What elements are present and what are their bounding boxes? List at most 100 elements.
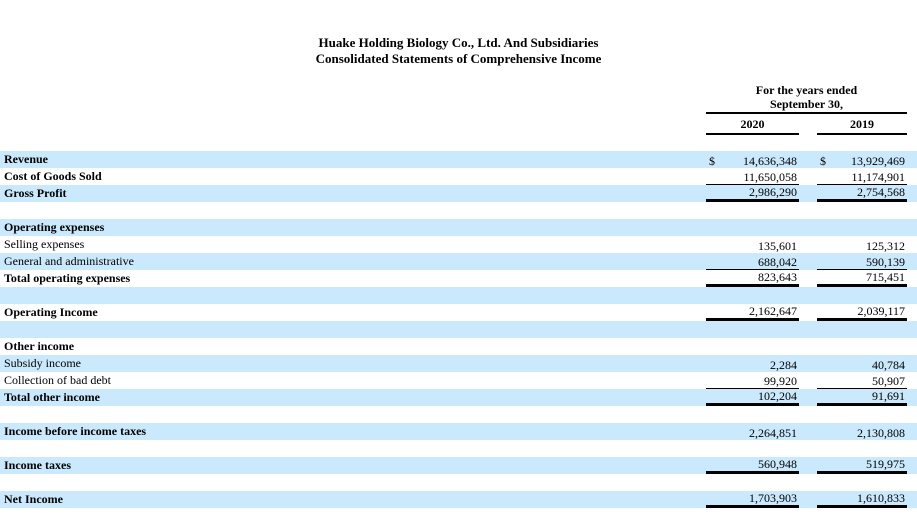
amount: 2,130,808: [857, 426, 905, 440]
value-column-2019: [817, 474, 907, 491]
row-label: Net Income: [4, 492, 63, 506]
amount: 13,929,469: [851, 154, 905, 168]
value-column-2019: 519,975: [817, 457, 907, 474]
value-column-2020: 2,264,851: [706, 423, 799, 440]
value-column-2019: [817, 219, 907, 236]
amount: 2,039,117: [857, 304, 905, 318]
value-column-2019: 11,174,901: [817, 168, 907, 185]
amount: 135,601: [758, 239, 797, 253]
period-header-line1: For the years ended: [755, 83, 858, 97]
value-cell-2020: [706, 407, 799, 423]
row-label: Operating Income: [4, 305, 98, 319]
row-label: General and administrative: [4, 254, 134, 268]
value-cell-2019: 2,039,117: [817, 305, 907, 321]
value-cell-2020: [706, 203, 799, 219]
amount: 2,162,647: [749, 304, 797, 318]
year-headers: 2020 2019: [706, 116, 907, 135]
table-row: Subsidy income 2,284 40,784: [0, 355, 917, 372]
value-column-2020: 2,986,290: [706, 185, 799, 202]
value-cell-2019: [817, 220, 907, 236]
spacer-row: [0, 287, 917, 304]
amount: 2,264,851: [749, 426, 797, 440]
table-row: Collection of bad debt 99,920 50,907: [0, 372, 917, 389]
row-label: Total other income: [4, 390, 100, 404]
table-row: Total other income 102,204 91,691: [0, 389, 917, 406]
value-column-2019: [817, 338, 907, 355]
value-column-2019: [817, 202, 907, 219]
value-column-2019: 91,691: [817, 389, 907, 406]
value-column-2020: [706, 287, 799, 304]
value-cell-2019: 91,691: [817, 390, 907, 406]
currency-symbol: $: [709, 154, 715, 168]
table-row: Revenue $14,636,348 $13,929,469: [0, 151, 917, 168]
value-column-2020: 688,042: [706, 253, 799, 270]
company-name: Huake Holding Biology Co., Ltd. And Subs…: [318, 35, 599, 50]
value-cell-2019: 590,139: [817, 254, 907, 270]
value-cell-2020: 688,042: [706, 254, 799, 270]
amount: 519,975: [866, 457, 905, 471]
value-column-2019: [817, 321, 907, 338]
value-column-2020: $14,636,348: [706, 151, 799, 168]
value-column-2020: [706, 321, 799, 338]
value-cell-2019: [817, 407, 907, 423]
amount: 125,312: [866, 239, 905, 253]
value-cell-2020: 11,650,058: [706, 169, 799, 185]
amount: 688,042: [758, 255, 797, 269]
table-row: Gross Profit 2,986,290 2,754,568: [0, 185, 917, 202]
value-column-2020: [706, 406, 799, 423]
column-gap: [799, 116, 817, 135]
amount: 102,204: [758, 389, 797, 403]
table-row: Net Income 1,703,903 1,610,833: [0, 491, 917, 508]
value-cell-2020: 2,284: [706, 356, 799, 372]
table-row: Income before income taxes 2,264,851 2,130…: [0, 423, 917, 440]
table-row: Cost of Goods Sold 11,650,058 11,174,901: [0, 168, 917, 185]
row-label: Other income: [4, 339, 75, 353]
value-column-2019: 590,139: [817, 253, 907, 270]
row-label: [0, 202, 706, 219]
table-row: Income taxes 560,948 519,975: [0, 457, 917, 474]
value-cell-2019: 519,975: [817, 458, 907, 474]
row-label: Income taxes: [4, 458, 71, 472]
value-cell-2019: [817, 203, 907, 219]
value-cell-2020: 560,948: [706, 458, 799, 474]
row-label: Total operating expenses: [4, 271, 131, 285]
row-label: [0, 440, 706, 457]
value-column-2019: [817, 440, 907, 457]
amount: 2,284: [770, 358, 797, 372]
value-cell-2019: [817, 339, 907, 355]
value-column-2020: [706, 338, 799, 355]
amount: 50,907: [872, 374, 905, 388]
amount: 14,636,348: [743, 154, 797, 168]
value-cell-2019: 125,312: [817, 237, 907, 253]
year-header-2019: 2019: [817, 116, 907, 135]
value-cell-2019: 1,610,833: [817, 492, 907, 508]
value-cell-2019: $13,929,469: [817, 152, 907, 168]
value-column-2020: 102,204: [706, 389, 799, 406]
spacer-row: [0, 440, 917, 457]
row-label: Income before income taxes: [4, 424, 147, 438]
value-column-2019: 2,754,568: [817, 185, 907, 202]
amount: 590,139: [866, 255, 905, 269]
value-cell-2019: [817, 322, 907, 338]
table-row: Total operating expenses 823,643 715,451: [0, 270, 917, 287]
statement-title: Huake Holding Biology Co., Ltd. And Subs…: [0, 35, 917, 67]
value-column-2020: [706, 474, 799, 491]
row-label: Operating expenses: [4, 220, 105, 234]
value-cell-2019: [817, 441, 907, 457]
row-label: [0, 321, 706, 338]
amount: 1,610,833: [857, 491, 905, 505]
value-cell-2020: [706, 339, 799, 355]
amount: 823,643: [758, 270, 797, 284]
value-cell-2019: 715,451: [817, 271, 907, 287]
table-rows: Revenue $14,636,348 $13,929,469 Cost of Goo…: [0, 151, 917, 508]
amount: 715,451: [866, 270, 905, 284]
value-column-2020: [706, 440, 799, 457]
value-cell-2019: 2,754,568: [817, 186, 907, 202]
value-cell-2019: 2,130,808: [817, 424, 907, 440]
table-row: Operating Income 2,162,647 2,039,117: [0, 304, 917, 321]
value-cell-2020: 2,264,851: [706, 424, 799, 440]
row-label: [0, 287, 706, 304]
amount: 1,703,903: [749, 491, 797, 505]
period-header: For the years ended September 30,: [706, 83, 907, 114]
